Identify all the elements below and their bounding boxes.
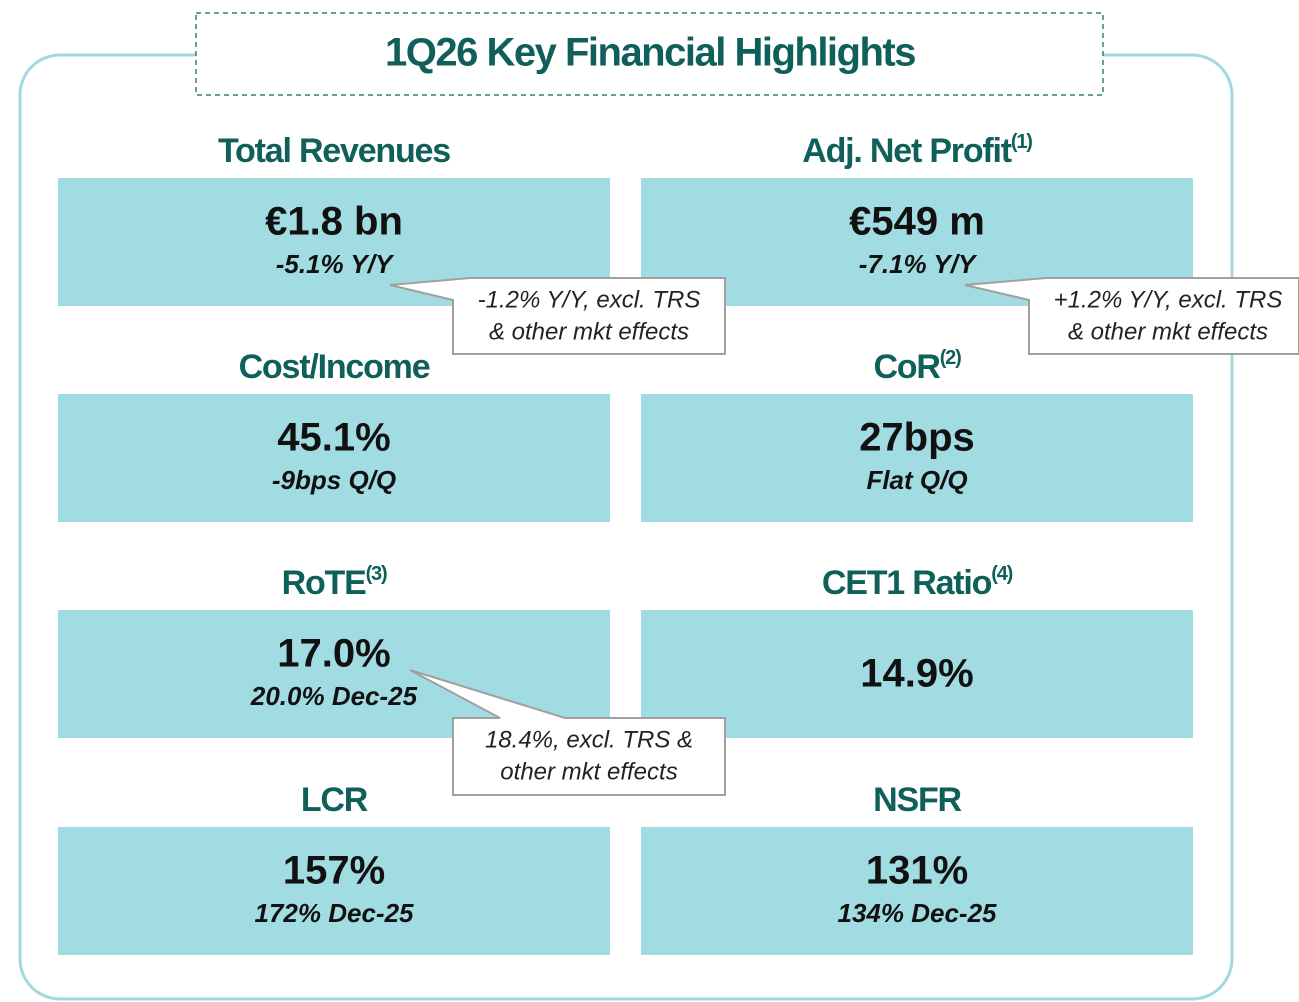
tile-change: -7.1% Y/Y [859,249,978,279]
tile-change: 134% Dec-25 [838,898,998,928]
label-superscript: (3) [366,563,387,585]
callout-text: +1.2% Y/Y, excl. TRS [1054,286,1283,313]
label-text: RoTE [282,564,366,602]
tile-label: LCR [301,781,368,819]
tile [641,610,1193,738]
tile-label: NSFR [873,781,961,819]
tile-value: 157% [283,849,385,893]
tile-value: €1.8 bn [265,200,403,244]
callout-box [389,277,726,355]
title-box [195,12,1104,96]
callout-text: -1.2% Y/Y, excl. TRS [478,286,701,313]
callout-text: & other mkt effects [1068,318,1268,345]
callout-text: & other mkt effects [489,318,689,345]
label-text: LCR [301,781,368,819]
tile [641,394,1193,522]
label-text: Cost/Income [239,348,430,386]
tile [58,827,610,955]
tile-label: CET1 Ratio(4) [822,563,1013,602]
tile-change: Flat Q/Q [866,465,967,495]
tile-label: Adj. Net Profit(1) [802,131,1032,170]
tile-change: -9bps Q/Q [272,465,396,495]
callout-box [409,669,726,796]
tile-value: 17.0% [277,632,390,676]
callout-text: other mkt effects [500,758,677,785]
tile-label: CoR(2) [873,347,961,386]
label-superscript: (4) [991,563,1012,585]
title: 1Q26 Key Financial Highlights [385,31,915,75]
tile-value: 45.1% [277,416,390,460]
tile-value: €549 m [849,200,985,244]
callout-text: 18.4%, excl. TRS & [485,726,693,753]
tile-value: 27bps [859,416,975,460]
label-superscript: (2) [940,347,961,369]
label-text: NSFR [873,781,961,819]
tile-label: RoTE(3) [282,563,387,602]
label-text: Total Revenues [218,132,450,170]
tile-label: Total Revenues [218,132,450,170]
tile-value: 14.9% [860,652,973,696]
tile-change: -5.1% Y/Y [276,249,395,279]
tile-change: 172% Dec-25 [255,898,415,928]
tile [641,827,1193,955]
tile-label: Cost/Income [239,348,430,386]
tile-value: 131% [866,849,968,893]
tile [58,394,610,522]
label-text: Adj. Net Profit [802,132,1012,170]
label-superscript: (1) [1011,131,1032,153]
label-text: CoR [873,348,940,386]
label-text: CET1 Ratio [822,564,992,602]
tile-change: 20.0% Dec-25 [250,681,418,711]
callout-box [964,277,1299,355]
